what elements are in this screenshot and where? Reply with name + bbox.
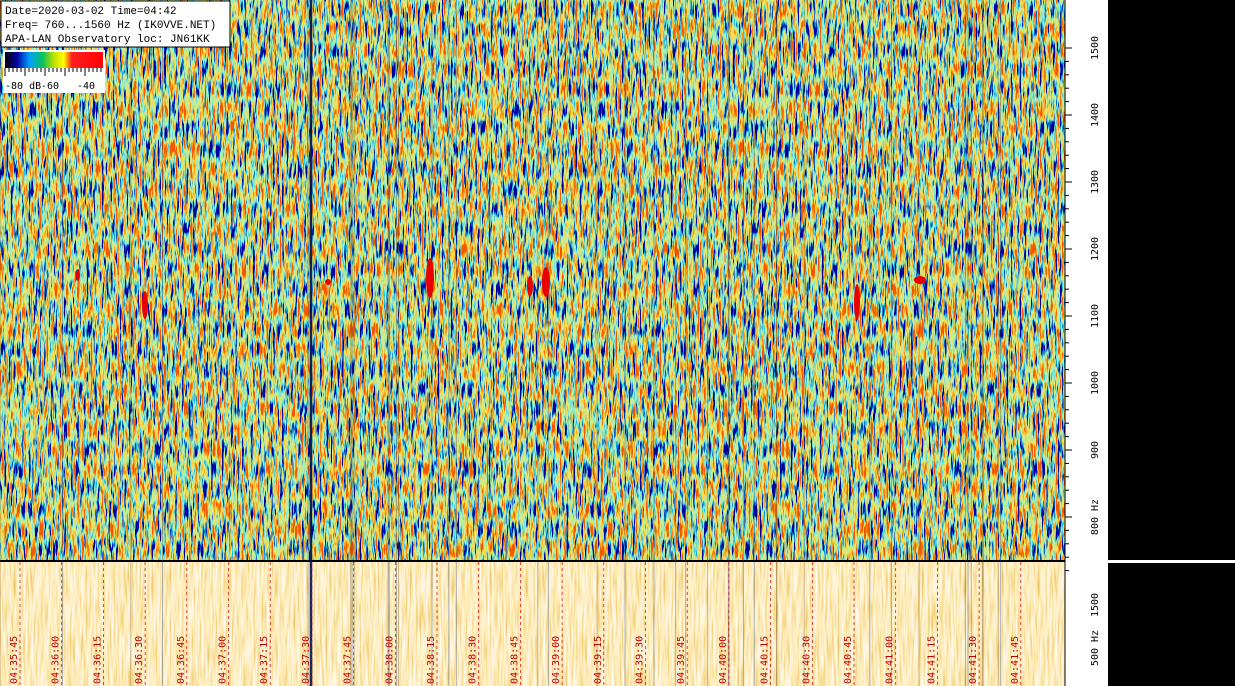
waterfall [0, 0, 1065, 560]
colorbar [5, 52, 103, 68]
frequency-label: 1100 [1090, 304, 1101, 328]
time-label: 04:39:15 [593, 636, 604, 684]
colorbar-label: -80 dB [5, 81, 41, 92]
colorbar-label: -60 [41, 81, 59, 92]
time-label: 04:37:30 [301, 636, 312, 684]
time-label: 04:36:00 [51, 636, 62, 684]
time-label: 04:39:45 [676, 636, 687, 684]
time-label: 04:37:00 [218, 636, 229, 684]
frequency-label: 900 [1090, 441, 1101, 459]
time-label: 04:40:45 [843, 636, 854, 684]
colorbar-label: -40 [77, 81, 95, 92]
frequency-label: 1300 [1090, 170, 1101, 194]
time-label: 04:39:30 [635, 636, 646, 684]
time-label: 04:40:15 [760, 636, 771, 684]
time-label: 04:35:45 [9, 636, 20, 684]
echo [854, 284, 860, 320]
time-label: 04:38:45 [509, 636, 520, 684]
time-label: 04:36:15 [92, 636, 103, 684]
time-label: 04:41:15 [926, 636, 937, 684]
frequency-label: 1400 [1090, 103, 1101, 127]
frequency-label: 500 Hz [1090, 630, 1101, 666]
time-label: 04:36:45 [176, 636, 187, 684]
time-label: 04:41:30 [968, 636, 979, 684]
spectrum-panel [1108, 0, 1235, 560]
time-label: 04:38:15 [426, 636, 437, 684]
header-line: Freq= 760...1560 Hz (IK0VVE.NET) [5, 20, 216, 32]
time-label: 04:40:00 [718, 636, 729, 684]
time-label: 04:41:45 [1010, 636, 1021, 684]
frequency-label: 1000 [1090, 371, 1101, 395]
echo [542, 267, 550, 297]
frequency-axis [1065, 0, 1108, 686]
echo [142, 291, 148, 319]
header-line: Date=2020-03-02 Time=04:42 [5, 6, 177, 18]
frequency-label: 1500 [1090, 36, 1101, 60]
echo [527, 276, 533, 296]
echo [325, 279, 331, 285]
frequency-label: 1500 [1090, 593, 1101, 617]
time-label: 04:36:30 [134, 636, 145, 684]
frequency-label: 800 Hz [1090, 499, 1101, 535]
header-line: APA-LAN Observatory loc: JN61KK [5, 34, 210, 46]
time-label: 04:41:00 [885, 636, 896, 684]
lower-spectrum-panel [1108, 563, 1235, 686]
echo [914, 276, 926, 284]
echo [76, 269, 80, 281]
time-label: 04:40:30 [801, 636, 812, 684]
frequency-label: 1200 [1090, 237, 1101, 261]
echo [426, 258, 434, 298]
time-label: 04:37:45 [343, 636, 354, 684]
time-label: 04:39:00 [551, 636, 562, 684]
time-label: 04:37:15 [259, 636, 270, 684]
time-label: 04:38:30 [468, 636, 479, 684]
time-label: 04:38:00 [384, 636, 395, 684]
lower-waterfall [0, 562, 1065, 686]
header-box [0, 0, 231, 48]
